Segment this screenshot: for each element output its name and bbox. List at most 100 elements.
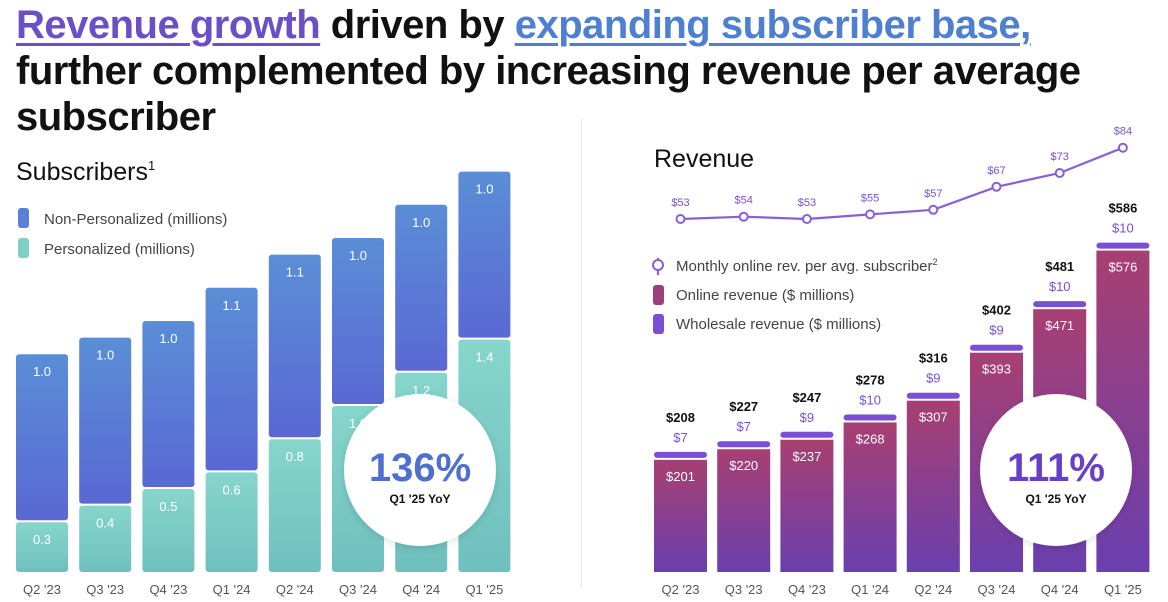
bar-online-q4-23 <box>780 439 834 572</box>
line-point-q1-24 <box>865 209 876 220</box>
legend-non-personalized: Non-Personalized (millions) <box>44 211 227 228</box>
label-wholesale-q2-23: $7 <box>673 430 687 445</box>
revenue-axis-q2-23: Q2 '23 <box>662 582 700 597</box>
bar-wholesale-q2-23 <box>654 451 707 458</box>
revenue-yoy-circle <box>980 394 1132 546</box>
line-path <box>680 146 1124 221</box>
legend-swatch-personalized <box>18 238 29 258</box>
revenue-axis-q1-24: Q1 '24 <box>851 582 889 597</box>
label-personalized-q4-24: 1.2 <box>412 383 430 398</box>
revenue-axis-q1-25: Q1 '25 <box>1104 582 1142 597</box>
revenue-per-sub-line: $53 $54 $53 $55 $57 $67 $73 $84 <box>671 126 1132 224</box>
bar-personalized-q4-23 <box>142 489 195 572</box>
line-point-q2-24 <box>928 204 939 215</box>
revenue-title: Revenue <box>654 145 754 173</box>
headline-driven-by: driven by <box>320 3 515 47</box>
label-total-q1-24: $278 <box>856 372 885 387</box>
label-online-q2-24: $307 <box>919 410 948 425</box>
bar-non-personalized-q3-23 <box>79 337 132 504</box>
label-wholesale-q4-24: $10 <box>1049 279 1071 294</box>
revenue-axis-q4-24: Q4 '24 <box>1041 582 1079 597</box>
subscribers-axis-q4-23: Q4 '23 <box>149 582 187 597</box>
label-non-personalized-q3-24: 1.0 <box>349 248 367 263</box>
revenue-yoy-value: 111% <box>1007 446 1105 490</box>
bar-wholesale-q2-24 <box>906 392 960 399</box>
headline-rest: further complemented by increasing reven… <box>16 49 1081 139</box>
subscribers-axis-q1-24: Q1 '24 <box>213 582 251 597</box>
line-label-q2-23: $53 <box>671 197 689 209</box>
subscribers-axis-q4-24: Q4 '24 <box>402 582 440 597</box>
subscribers-yoy-value: 136% <box>369 446 471 490</box>
subscribers-axis-q3-24: Q3 '24 <box>339 582 377 597</box>
line-point-q2-23 <box>675 214 686 224</box>
revenue-yoy-label: Q1 '25 YoY <box>1025 492 1086 506</box>
label-non-personalized-q1-25: 1.0 <box>475 182 493 197</box>
revenue-yoy-callout: 111% Q1 '25 YoY <box>980 394 1132 546</box>
bar-non-personalized-q2-24 <box>268 254 321 438</box>
subscribers-bars: 0.31.00.41.00.51.00.61.10.81.11.01.01.21… <box>16 171 511 597</box>
legend-wholesale: Wholesale revenue ($ millions) <box>676 316 881 333</box>
legend-swatch-online <box>653 285 664 305</box>
label-non-personalized-q3-23: 1.0 <box>96 348 114 363</box>
revenue-axis-q2-24: Q2 '24 <box>914 582 952 597</box>
label-personalized-q1-25: 1.4 <box>475 350 493 365</box>
line-label-q4-23: $53 <box>798 197 816 209</box>
legend-swatch-non-personalized <box>18 208 29 228</box>
bar-personalized-q2-23 <box>16 522 68 572</box>
label-wholesale-q4-23: $9 <box>800 410 814 425</box>
line-label-q3-24: $67 <box>987 165 1005 177</box>
subscribers-yoy-circle <box>344 394 496 546</box>
headline: Revenue growth driven by expanding subsc… <box>16 2 1166 140</box>
label-wholesale-q2-24: $9 <box>926 371 940 386</box>
bar-online-q2-24 <box>906 400 960 572</box>
subscribers-axis-q2-23: Q2 '23 <box>23 582 61 597</box>
subscribers-axis-q1-25: Q1 '25 <box>465 582 503 597</box>
line-label-q1-25: $84 <box>1114 126 1132 138</box>
label-online-q1-24: $268 <box>856 431 885 446</box>
label-total-q2-23: $208 <box>666 410 695 425</box>
legend-swatch-wholesale <box>653 314 664 334</box>
label-online-q4-23: $237 <box>792 449 821 464</box>
label-total-q2-24: $316 <box>919 351 948 366</box>
revenue-axis-q3-24: Q3 '24 <box>978 582 1016 597</box>
label-total-q3-23: $227 <box>729 399 758 414</box>
bar-non-personalized-q4-24 <box>395 204 448 371</box>
bar-wholesale-q4-24 <box>1033 301 1087 308</box>
label-online-q3-24: $393 <box>982 362 1011 377</box>
line-label-q4-24: $73 <box>1051 151 1069 163</box>
label-total-q4-23: $247 <box>792 390 821 405</box>
line-point-q3-23 <box>738 211 749 222</box>
label-non-personalized-q2-24: 1.1 <box>286 265 304 280</box>
revenue-axis-q4-23: Q4 '23 <box>788 582 826 597</box>
panel-divider <box>581 118 582 588</box>
subscribers-axis-q3-23: Q3 '23 <box>86 582 124 597</box>
bar-non-personalized-q3-24 <box>332 238 384 404</box>
label-wholesale-q3-23: $7 <box>736 419 750 434</box>
label-total-q3-24: $402 <box>982 303 1011 318</box>
bar-online-q3-23 <box>717 449 771 572</box>
bar-non-personalized-q4-23 <box>142 321 195 487</box>
label-wholesale-q3-24: $9 <box>989 323 1003 338</box>
label-non-personalized-q1-24: 1.1 <box>223 298 241 313</box>
label-online-q2-23: $201 <box>666 469 695 484</box>
label-total-q1-25: $586 <box>1108 201 1137 216</box>
bar-wholesale-q1-25 <box>1096 242 1150 249</box>
label-non-personalized-q4-23: 1.0 <box>159 331 177 346</box>
bar-non-personalized-q1-24 <box>205 287 258 471</box>
label-personalized-q3-23: 0.4 <box>96 516 114 531</box>
bar-personalized-q2-24 <box>268 439 321 572</box>
headline-subscriber-base: expanding subscriber base, <box>514 3 1032 47</box>
line-point-q4-23 <box>801 214 812 224</box>
bar-wholesale-q4-23 <box>780 431 834 438</box>
bar-non-personalized-q1-25 <box>458 171 511 338</box>
legend-personalized: Personalized (millions) <box>44 241 195 258</box>
label-online-q4-24: $471 <box>1045 318 1074 333</box>
subscribers-title: Subscribers1 <box>16 158 155 186</box>
label-wholesale-q1-24: $10 <box>859 392 881 407</box>
label-wholesale-q1-25: $10 <box>1112 221 1134 236</box>
bar-online-q2-23 <box>654 459 707 572</box>
line-label-q1-24: $55 <box>861 192 879 204</box>
label-personalized-q4-23: 0.5 <box>159 499 177 514</box>
revenue-axis-q3-23: Q3 '23 <box>725 582 763 597</box>
subscribers-yoy-label: Q1 '25 YoY <box>389 492 450 506</box>
